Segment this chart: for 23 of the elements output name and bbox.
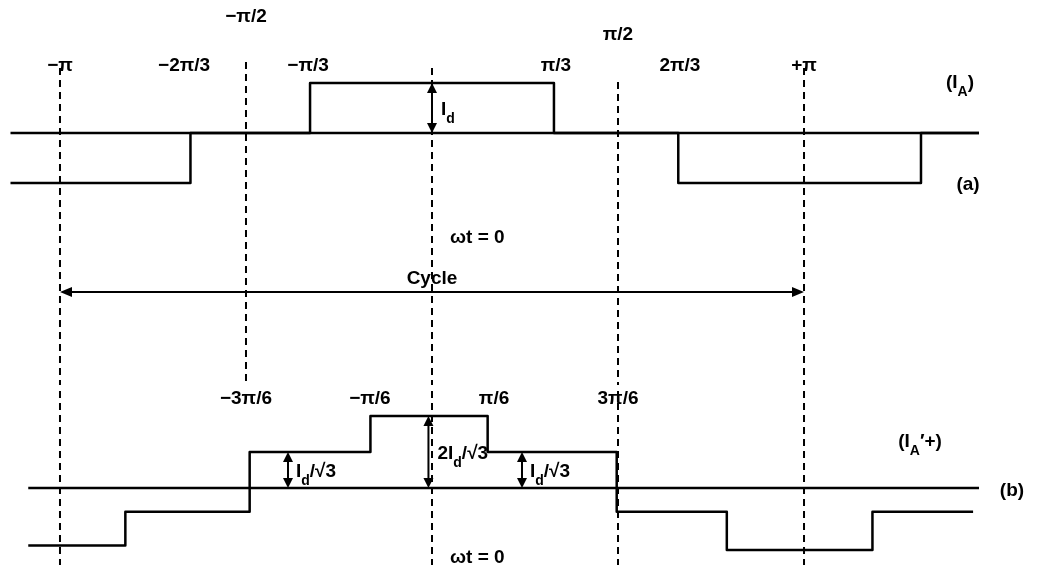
annotation: ωt = 0 [450,546,505,567]
x-tick-label: −π/3 [287,54,329,75]
x-tick-label: π/3 [540,54,572,75]
ref-line-label: π/2 [602,23,634,44]
x-tick-label: −π/6 [349,387,391,408]
x-tick-label: +π [791,54,818,75]
x-tick-label: −2π/3 [158,54,211,75]
text: ωt = 0 [450,226,505,247]
series-label: (I$_{A}$) [945,71,975,99]
text: (b) [999,479,1025,500]
x-tick-label: −π [47,54,74,75]
annotation: 2I$_{d}$/√3 [437,442,489,470]
x-tick-label: −3π/6 [219,387,273,408]
text: (a) [956,173,980,194]
ref-line-label: −π/2 [225,5,267,26]
text: (I$_{A}$′+) [898,430,942,458]
annotation: I$_{d}$/√3 [296,460,337,488]
text: Cycle [406,267,458,288]
annotation: I$_{d}$ [441,98,455,126]
x-tick-label: 3π/6 [597,387,639,408]
annotation: I$_{d}$/√3 [530,460,571,488]
x-tick-label: 2π/3 [659,54,701,75]
x-tick-label: π/6 [478,387,510,408]
